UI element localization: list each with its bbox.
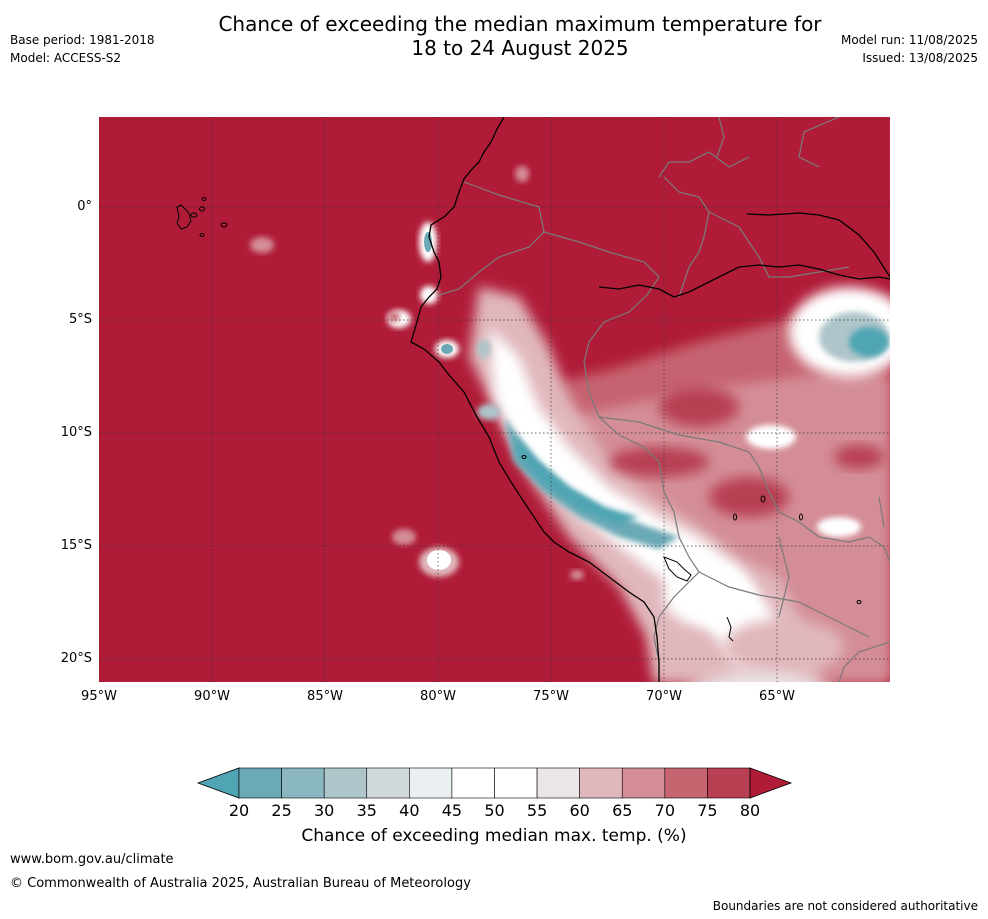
coastline [410,117,890,682]
colorbar-label: Chance of exceeding median max. temp. (%… [301,826,687,846]
issued-label: Issued: 13/08/2025 [862,51,978,65]
lat-tick-5s: 5°S [68,312,92,327]
colorbar [196,767,793,799]
boundaries-disclaimer: Boundaries are not considered authoritat… [712,899,978,913]
colorbar-tick-label: 70 [654,801,675,820]
colorbar-tick-label: 45 [441,801,463,820]
lon-tick-95w: 95°W [81,689,117,704]
colorbar-tick-label: 30 [313,801,335,820]
lon-tick-65w: 65°W [759,689,795,704]
colorbar-extend-low [196,767,240,799]
colorbar-cell [323,767,368,799]
model-label: Model: ACCESS-S2 [10,51,122,65]
lon-tick-90w: 90°W [194,689,230,704]
title-line-1: Chance of exceeding the median maximum t… [218,12,822,36]
map-title: Chance of exceeding the median maximum t… [150,12,890,60]
base-period-label: Base period: 1981-2018 [10,33,155,47]
colorbar-tick-label: 65 [612,801,633,820]
lat-tick-15s: 15°S [60,538,92,553]
lat-tick-20s: 20°S [60,651,92,666]
colorbar-tick-label: 50 [484,801,505,820]
colorbar-cell [664,767,708,799]
lat-tick-10s: 10°S [60,425,92,440]
colorbar-cell [536,767,580,799]
colorbar-cell [281,767,325,799]
model-run-label: Model run: 11/08/2025 [840,33,978,47]
colorbar-tick-label: 60 [569,801,590,820]
colorbar-cell [409,767,453,799]
galapagos-islands [176,197,228,237]
colorbar-cell [621,767,666,799]
lakes [521,455,862,642]
offshore-anomaly-blobs [250,166,584,580]
colorbar-cell [494,767,538,799]
colorbar-cell [451,767,495,799]
map-panel [99,117,890,682]
colorbar-tick-label: 35 [356,801,377,820]
colorbar-cell [707,767,751,799]
colorbar-tick-label: 25 [271,801,292,820]
lat-tick-0: 0° [77,199,92,214]
website-link[interactable]: www.bom.gov.au/climate [10,852,174,867]
title-line-2: 18 to 24 August 2025 [411,36,629,60]
colorbar-cell [366,767,410,799]
colorbar-cell [579,767,623,799]
colorbar-tick-label: 20 [228,801,250,820]
colorbar-tick-label: 75 [697,801,718,820]
colorbar-extend-high [749,767,793,799]
lon-tick-75w: 75°W [533,689,569,704]
lon-tick-85w: 85°W [307,689,343,704]
lon-tick-80w: 80°W [420,689,456,704]
land-anomaly-field [469,287,890,682]
colorbar-tick-label: 40 [399,801,420,820]
colorbar-tick-label: 80 [739,801,761,820]
copyright-text: © Commonwealth of Australia 2025, Austra… [10,876,471,891]
colorbar-tick-label: 55 [526,801,548,820]
country-borders [438,117,890,682]
colorbar-cell [238,767,282,799]
lon-tick-70w: 70°W [646,689,682,704]
